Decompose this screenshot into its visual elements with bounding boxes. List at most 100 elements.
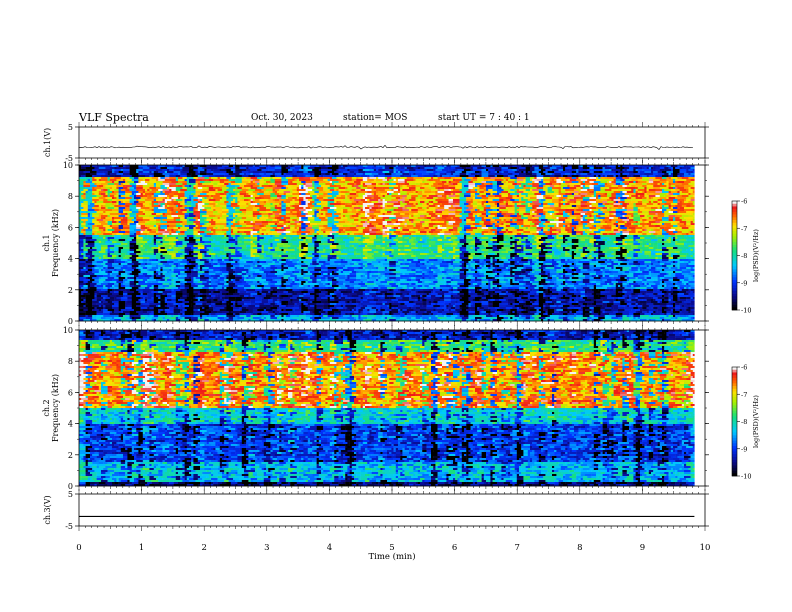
spectrogram-cell bbox=[281, 169, 289, 172]
spectrogram-cell bbox=[402, 229, 410, 232]
spectrogram-cell bbox=[624, 223, 627, 226]
spectrogram-cell bbox=[362, 197, 366, 200]
spectrogram-cell bbox=[191, 205, 196, 208]
spectrogram-cell bbox=[466, 201, 471, 204]
spectrogram-cell bbox=[191, 175, 198, 178]
spectrogram-cell bbox=[582, 181, 586, 184]
spectrogram-cell bbox=[543, 175, 550, 178]
spectrogram-cell bbox=[228, 191, 236, 194]
spectrogram-cell bbox=[180, 207, 185, 210]
spectrogram-cell bbox=[490, 183, 493, 186]
spectrogram-cell bbox=[558, 185, 561, 188]
spectrogram-cell bbox=[292, 195, 300, 198]
spectrogram-cell bbox=[415, 179, 423, 182]
spectrogram-cell bbox=[633, 189, 636, 192]
spectrogram-cell bbox=[635, 197, 643, 200]
spectrogram-cell bbox=[598, 203, 603, 206]
spectrogram-cell bbox=[171, 185, 179, 188]
spectrogram-cell bbox=[87, 179, 91, 182]
spectrogram-cell bbox=[268, 217, 275, 220]
spectrogram-cell bbox=[116, 185, 124, 188]
spectrogram-cell bbox=[380, 191, 388, 194]
spectrogram-cell bbox=[525, 227, 528, 230]
spectrogram-cell bbox=[395, 221, 399, 224]
spectrogram-cell bbox=[301, 211, 304, 214]
spectrogram-cell bbox=[433, 165, 436, 168]
spectrogram-cell bbox=[362, 179, 368, 182]
spectrogram-cell bbox=[358, 193, 366, 196]
spectrogram-cell bbox=[211, 167, 218, 170]
spectrogram-cell bbox=[635, 231, 638, 234]
spectrogram-cell bbox=[189, 195, 194, 198]
spectrogram-cell bbox=[387, 211, 392, 214]
spectrogram-cell bbox=[219, 221, 227, 224]
spectrogram-cell bbox=[92, 165, 97, 168]
spectrogram-cell bbox=[296, 223, 302, 226]
spectrogram-cell bbox=[303, 171, 308, 174]
spectrogram-cell bbox=[226, 223, 229, 226]
spectrogram-cell bbox=[545, 201, 553, 204]
spectrogram-cell bbox=[613, 175, 616, 178]
spectrogram-cell bbox=[246, 165, 253, 168]
spectrogram-cell bbox=[222, 213, 227, 216]
spectrogram-cell bbox=[624, 201, 627, 204]
spectrogram-cell bbox=[578, 223, 583, 226]
spectrogram-cell bbox=[79, 171, 84, 174]
spectrogram-cell bbox=[543, 231, 546, 234]
spectrogram-cell bbox=[543, 201, 546, 204]
spectrogram-cell bbox=[252, 219, 256, 222]
spectrogram-cell bbox=[659, 183, 663, 186]
spectrogram-cell bbox=[532, 225, 537, 228]
spectrogram-cell bbox=[481, 169, 487, 172]
spectrogram-cell bbox=[552, 209, 555, 212]
spectrogram-cell bbox=[186, 183, 192, 186]
spectrogram-cell bbox=[178, 207, 181, 210]
spectrogram-cell bbox=[266, 229, 271, 232]
spectrogram-cell bbox=[109, 213, 117, 216]
spectrogram-cell bbox=[263, 177, 271, 180]
spectrogram-cell bbox=[131, 219, 137, 222]
spectrogram-cell bbox=[162, 183, 170, 186]
spectrogram-cell bbox=[428, 227, 436, 230]
spectrogram-cell bbox=[325, 213, 333, 216]
spectrogram-cell bbox=[208, 195, 212, 198]
spectrogram-cell bbox=[123, 199, 130, 202]
spectrogram-cell bbox=[477, 231, 482, 234]
spectrogram-cell bbox=[228, 215, 234, 218]
spectrogram-cell bbox=[499, 193, 502, 196]
spectrogram-cell bbox=[642, 217, 649, 220]
spectrogram-cell bbox=[318, 175, 322, 178]
spectrogram-cell bbox=[490, 177, 495, 180]
spectrogram-cell bbox=[679, 169, 687, 172]
spectrogram-cell bbox=[481, 173, 489, 176]
spectrogram-cell bbox=[156, 191, 161, 194]
spectrogram-cell bbox=[629, 193, 636, 196]
spectrogram-cell bbox=[499, 185, 502, 188]
spectrogram-cell bbox=[103, 171, 108, 174]
spectrogram-cell bbox=[98, 199, 104, 202]
spectrogram-cell bbox=[334, 189, 337, 192]
spectrogram-cell bbox=[109, 215, 117, 218]
spectrogram-cell bbox=[424, 209, 427, 212]
spectrogram-cell bbox=[442, 181, 447, 184]
spectrogram-cell bbox=[288, 165, 291, 168]
spectrogram-cell bbox=[538, 185, 544, 188]
spectrogram-cell bbox=[325, 231, 330, 234]
spectrogram-cell bbox=[272, 203, 280, 206]
spectrogram-cell bbox=[107, 173, 110, 176]
spectrogram-cell bbox=[629, 177, 636, 180]
spectrogram-cell bbox=[193, 185, 196, 188]
spectrogram-cell bbox=[90, 183, 95, 186]
spectrogram-cell bbox=[692, 201, 695, 204]
spectrogram-cell bbox=[178, 197, 181, 200]
spectrogram-cell bbox=[538, 165, 544, 168]
spectrogram-cell bbox=[213, 219, 220, 222]
spectrogram-cell bbox=[530, 187, 537, 190]
spectrogram-cell bbox=[215, 201, 218, 204]
spectrogram-cell bbox=[206, 201, 214, 204]
spectrogram-cell bbox=[437, 187, 445, 190]
spectrogram-cell bbox=[285, 185, 289, 188]
spectrogram-cell bbox=[461, 221, 467, 224]
spectrogram-cell bbox=[664, 203, 671, 206]
spectrogram-cell bbox=[107, 223, 113, 226]
